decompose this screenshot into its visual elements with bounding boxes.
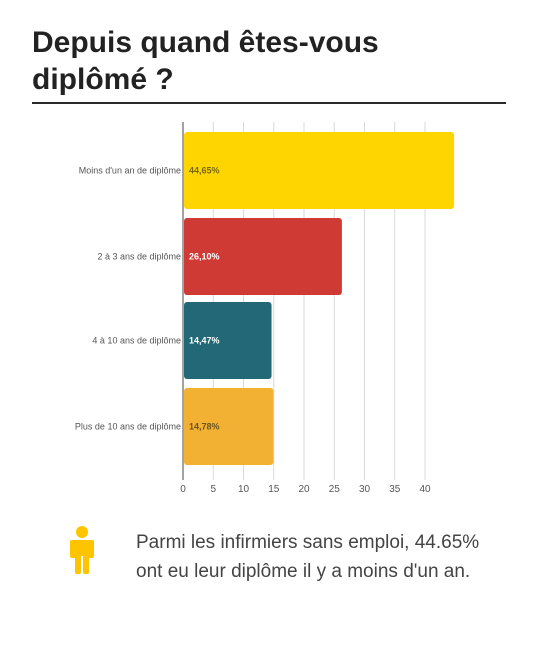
category-label: Moins d'un an de diplôme: [79, 166, 181, 176]
x-tick-label: 35: [389, 484, 401, 495]
data-label: 14,47%: [189, 336, 220, 346]
x-tick-label: 20: [298, 484, 310, 495]
bar-chart: 0 5 10 15 20 25 30 35 40 44,65% Moins d'un an de d…: [75, 122, 455, 496]
x-tick-label: 15: [268, 484, 280, 495]
labels: 0 5 10 15 20 25 30 35 40 44,65% Moins d'un an de d…: [75, 166, 431, 496]
title-underline: [32, 102, 506, 104]
page-title: Depuis quand êtes-vous diplômé ?: [32, 26, 379, 96]
x-tick-label: 0: [180, 484, 186, 495]
x-tick-label: 10: [238, 484, 250, 495]
bar: [184, 132, 455, 209]
x-tick-label: 30: [359, 484, 371, 495]
bar: [184, 302, 272, 379]
category-label: 2 à 3 ans de diplôme: [97, 252, 181, 262]
bar: [184, 218, 342, 295]
x-tick-label: 25: [329, 484, 341, 495]
category-label: 4 à 10 ans de diplôme: [92, 336, 181, 346]
x-tick-label: 5: [210, 484, 216, 495]
data-label: 14,78%: [189, 422, 220, 432]
x-tick-label: 40: [419, 484, 431, 495]
data-label: 26,10%: [189, 252, 220, 262]
category-label: Plus de 10 ans de diplôme: [75, 422, 181, 432]
callout-text: Parmi les infirmiers sans emploi, 44.65%…: [136, 532, 480, 582]
person-icon: [70, 526, 94, 574]
bars: [184, 132, 455, 465]
data-label: 44,65%: [189, 166, 220, 176]
bar: [184, 388, 274, 465]
